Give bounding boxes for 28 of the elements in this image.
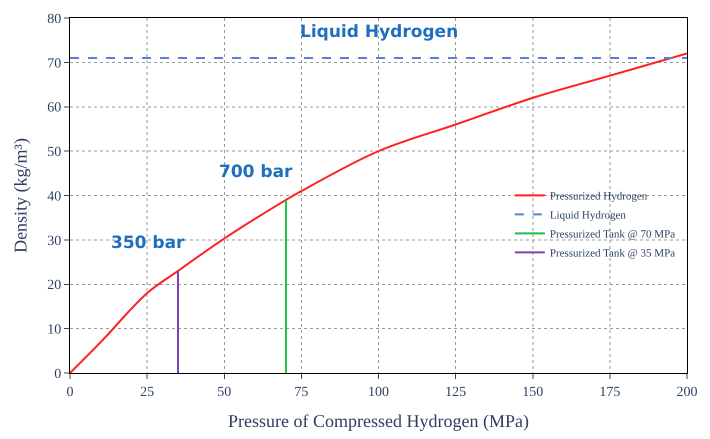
y-tick-label: 0 [54, 366, 62, 382]
line-series [70, 52, 687, 373]
x-tick-label: 175 [599, 384, 620, 400]
x-tick-label: 125 [445, 384, 466, 400]
annotation: 700 bar [219, 162, 294, 182]
x-tick-label: 100 [368, 384, 389, 400]
x-tick-label: 25 [140, 384, 154, 400]
legend-label: Pressurized Tank @ 35 MPa [550, 248, 676, 260]
legend-label: Pressurized Hydrogen [550, 190, 648, 203]
y-tick-label: 50 [47, 145, 62, 160]
y-tick-label: 40 [47, 189, 62, 204]
y-tick-label: 20 [47, 278, 62, 294]
x-tick-label: 0 [66, 384, 74, 400]
annotation: Liquid Hydrogen [300, 22, 458, 42]
x-axis-title: Pressure of Compressed Hydrogen (MPa) [228, 410, 529, 431]
y-axis-title: Density (kg/m³) [10, 138, 30, 253]
legend-label: Liquid Hydrogen [550, 210, 626, 222]
annotation: 350 bar [111, 233, 186, 253]
x-tick-label: 150 [522, 384, 544, 400]
y-tick-label: 10 [47, 322, 62, 338]
y-tick-label: 80 [47, 12, 62, 27]
y-tick-label: 60 [47, 100, 62, 116]
x-tick-label: 75 [294, 384, 308, 400]
y-tick-label: 70 [47, 56, 62, 72]
y-tick-label: 30 [47, 234, 62, 249]
x-tick-label: 200 [676, 384, 698, 400]
x-tick-label: 50 [217, 384, 232, 400]
legend-label: Pressurized Tank @ 70 MPa [550, 228, 676, 241]
